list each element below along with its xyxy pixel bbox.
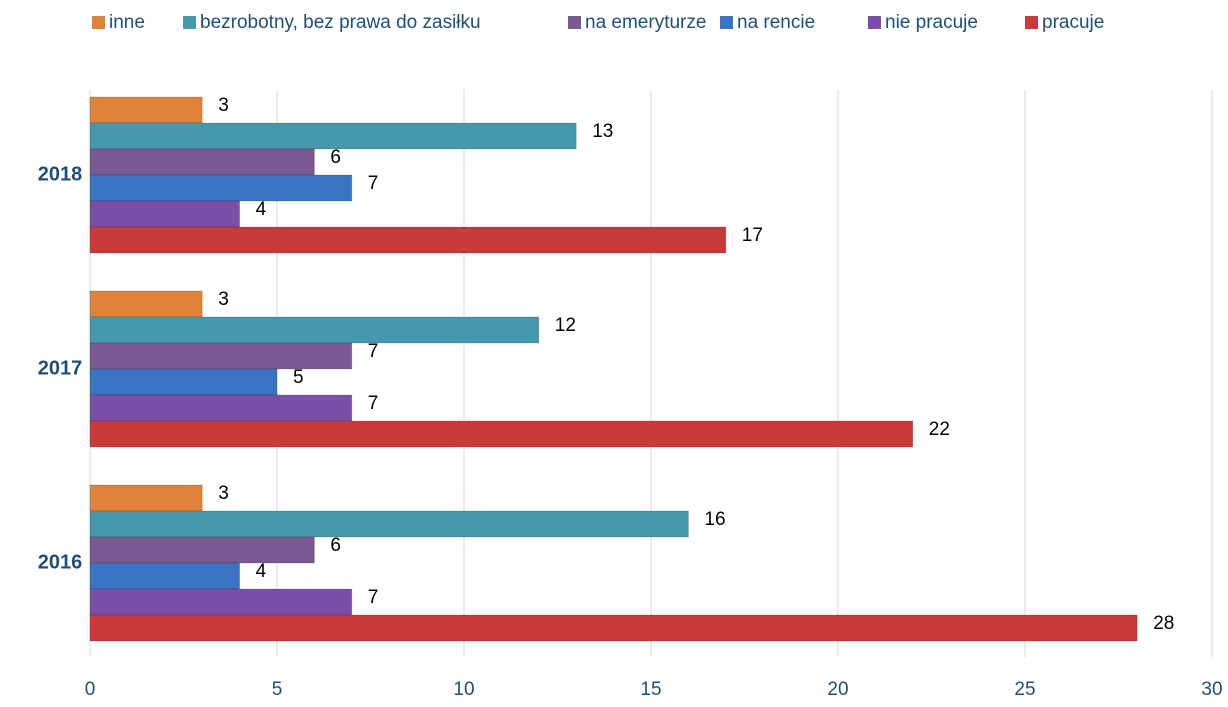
bar — [89, 200, 241, 228]
bar — [89, 588, 353, 616]
data-label: 7 — [368, 393, 379, 414]
data-label: 3 — [218, 289, 229, 310]
bar — [89, 562, 241, 590]
legend-label: na rencie — [737, 12, 815, 33]
data-label: 6 — [330, 535, 341, 556]
data-label: 6 — [330, 147, 341, 168]
data-label: 7 — [368, 587, 379, 608]
data-label: 28 — [1153, 613, 1174, 634]
legend-swatch — [1025, 16, 1038, 29]
legend-label: na emeryturze — [585, 12, 706, 33]
data-label: 3 — [218, 483, 229, 504]
data-label: 4 — [256, 561, 267, 582]
bar — [89, 96, 203, 124]
legend-label: bezrobotny, bez prawa do zasiłku — [200, 12, 481, 33]
category-label: 2017 — [38, 357, 83, 379]
data-label: 7 — [368, 341, 379, 362]
data-label: 4 — [256, 199, 267, 220]
bar — [89, 226, 727, 254]
legend-swatch — [868, 16, 881, 29]
x-tick-label: 0 — [85, 679, 96, 700]
legend-swatch — [183, 16, 196, 29]
legend-label: nie pracuje — [885, 12, 978, 33]
legend-swatch — [720, 16, 733, 29]
bar — [89, 394, 353, 422]
bar — [89, 148, 315, 176]
x-tick-label: 15 — [640, 679, 661, 700]
category-label: 2018 — [38, 163, 83, 185]
legend-label: inne — [109, 12, 145, 33]
category-label: 2016 — [38, 551, 83, 573]
x-tick-label: 25 — [1014, 679, 1035, 700]
bar — [89, 174, 353, 202]
x-tick-label: 5 — [272, 679, 283, 700]
bar — [89, 614, 1138, 642]
data-label: 16 — [704, 509, 725, 530]
bar — [89, 290, 203, 318]
bar — [89, 342, 353, 370]
data-label: 17 — [742, 225, 763, 246]
legend-swatch — [92, 16, 105, 29]
bar — [89, 122, 577, 150]
data-label: 13 — [592, 121, 613, 142]
bar — [89, 420, 914, 448]
data-label: 3 — [218, 95, 229, 116]
legend-swatch — [568, 16, 581, 29]
data-label: 22 — [929, 419, 950, 440]
data-label: 5 — [293, 367, 304, 388]
x-tick-label: 10 — [453, 679, 474, 700]
bar — [89, 536, 315, 564]
data-label: 12 — [555, 315, 576, 336]
bar — [89, 510, 689, 538]
bar — [89, 316, 540, 344]
bar — [89, 484, 203, 512]
x-tick-label: 20 — [827, 679, 848, 700]
x-tick-label: 30 — [1201, 679, 1222, 700]
data-label: 7 — [368, 173, 379, 194]
bar — [89, 368, 278, 396]
legend-label: pracuje — [1042, 12, 1104, 33]
